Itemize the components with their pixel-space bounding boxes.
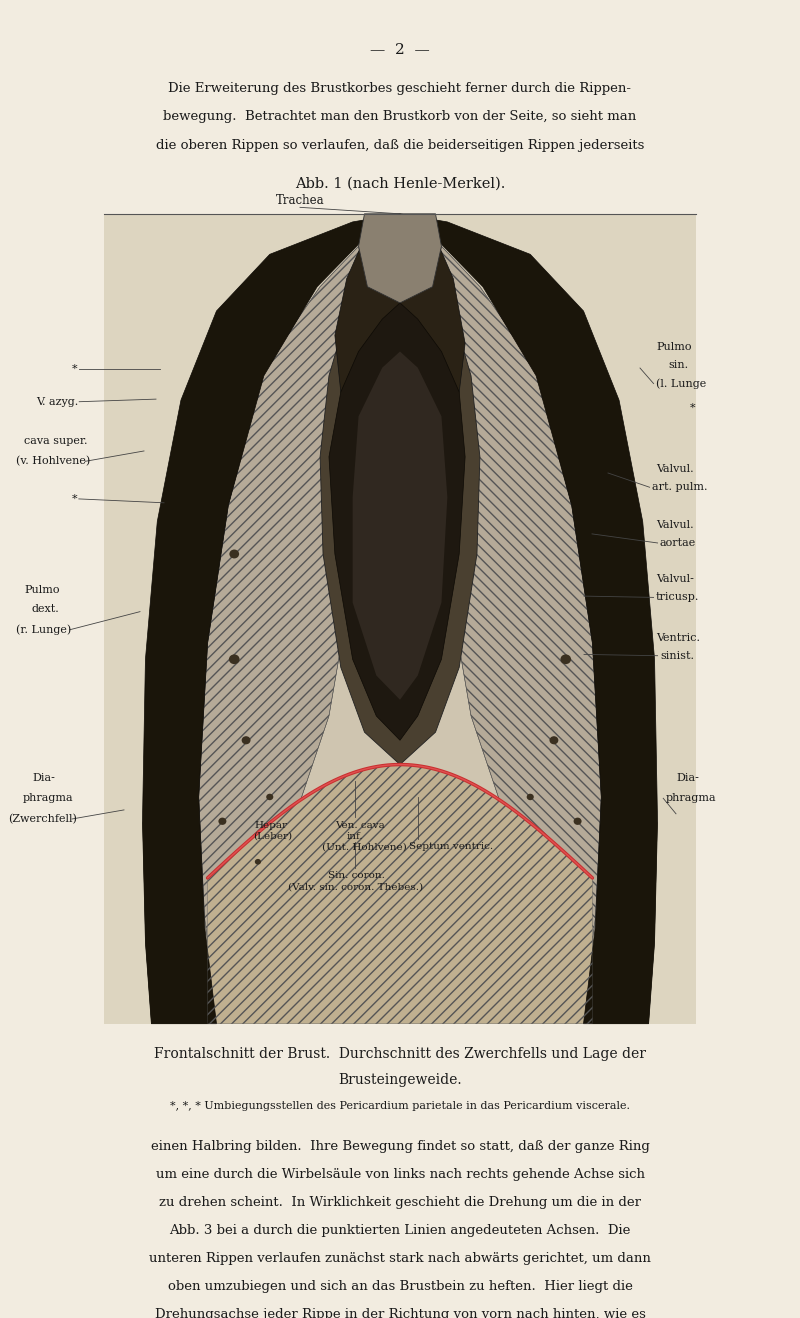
Polygon shape: [320, 270, 480, 764]
Text: oben umzubiegen und sich an das Brustbein zu heften.  Hier liegt die: oben umzubiegen und sich an das Brustbei…: [167, 1280, 633, 1293]
Text: Hepar: Hepar: [255, 821, 288, 830]
Polygon shape: [142, 214, 400, 1024]
Text: Brusteingeweide.: Brusteingeweide.: [338, 1073, 462, 1087]
Text: *: *: [690, 403, 695, 414]
Ellipse shape: [574, 817, 582, 825]
Text: Ven. cava: Ven. cava: [335, 821, 385, 830]
Text: (v. Hohlvene): (v. Hohlvene): [16, 456, 90, 467]
Ellipse shape: [218, 817, 226, 825]
Polygon shape: [142, 821, 217, 1024]
Text: Valvul.: Valvul.: [656, 519, 694, 530]
Text: Septum ventric.: Septum ventric.: [409, 842, 493, 851]
Text: phragma: phragma: [666, 793, 716, 803]
Ellipse shape: [242, 737, 250, 745]
Text: unteren Rippen verlaufen zunächst stark nach abwärts gerichtet, um dann: unteren Rippen verlaufen zunächst stark …: [149, 1252, 651, 1265]
Text: inf.: inf.: [346, 832, 363, 841]
Text: Trachea: Trachea: [276, 194, 324, 207]
Text: Valvul-: Valvul-: [656, 575, 694, 584]
Text: Frontalschnitt der Brust.  Durchschnitt des Zwerchfells und Lage der: Frontalschnitt der Brust. Durchschnitt d…: [154, 1046, 646, 1061]
Text: —  2  —: — 2 —: [370, 42, 430, 57]
Text: Pulmo: Pulmo: [656, 343, 691, 352]
Text: (Zwerchfell): (Zwerchfell): [8, 813, 77, 824]
Text: *, *, * Umbiegungsstellen des Pericardium parietale in das Pericardium viscerale: *, *, * Umbiegungsstellen des Pericardiu…: [170, 1102, 630, 1111]
Polygon shape: [329, 303, 465, 741]
Polygon shape: [353, 352, 447, 700]
Text: (r. Lunge): (r. Lunge): [16, 625, 71, 635]
Text: Valvul.: Valvul.: [656, 464, 694, 474]
Text: (Leber): (Leber): [253, 832, 292, 841]
Text: die oberen Rippen so verlaufen, daß die beiderseitigen Rippen jederseits: die oberen Rippen so verlaufen, daß die …: [156, 138, 644, 152]
Polygon shape: [583, 821, 658, 1024]
Ellipse shape: [230, 550, 239, 559]
Text: bewegung.  Betrachtet man den Brustkorb von der Seite, so sieht man: bewegung. Betrachtet man den Brustkorb v…: [163, 111, 637, 123]
Text: Dia-: Dia-: [676, 772, 699, 783]
Text: Drehungsachse jeder Rippe in der Richtung von vorn nach hinten, wie es: Drehungsachse jeder Rippe in der Richtun…: [154, 1307, 646, 1318]
Text: um eine durch die Wirbelsäule von links nach rechts gehende Achse sich: um eine durch die Wirbelsäule von links …: [155, 1168, 645, 1181]
Text: dext.: dext.: [32, 604, 60, 614]
Ellipse shape: [266, 793, 274, 800]
Text: Sin. coron.: Sin. coron.: [328, 871, 385, 880]
Text: Die Erweiterung des Brustkorbes geschieht ferner durch die Rippen-: Die Erweiterung des Brustkorbes geschieh…: [169, 82, 631, 95]
Text: (Valv. sin. coron. Thebes.): (Valv. sin. coron. Thebes.): [287, 883, 422, 892]
Polygon shape: [208, 764, 592, 1024]
Text: Ventric.: Ventric.: [656, 633, 700, 643]
Text: sin.: sin.: [668, 360, 688, 370]
Text: sinist.: sinist.: [660, 651, 694, 660]
Text: einen Halbring bilden.  Ihre Bewegung findet so statt, daß der ganze Ring: einen Halbring bilden. Ihre Bewegung fin…: [150, 1140, 650, 1153]
Polygon shape: [335, 221, 465, 440]
Text: tricusp.: tricusp.: [656, 592, 699, 602]
Polygon shape: [198, 246, 370, 1007]
Text: aortae: aortae: [660, 538, 696, 548]
Text: Dia-: Dia-: [32, 772, 55, 783]
Text: art. pulm.: art. pulm.: [652, 482, 707, 492]
Polygon shape: [198, 214, 602, 1024]
Text: Pulmo: Pulmo: [24, 585, 59, 594]
Text: cava super.: cava super.: [24, 435, 87, 445]
Text: zu drehen scheint.  In Wirklichkeit geschieht die Drehung um die in der: zu drehen scheint. In Wirklichkeit gesch…: [159, 1195, 641, 1209]
Text: Abb. 3 bei a durch die punktierten Linien angedeuteten Achsen.  Die: Abb. 3 bei a durch die punktierten Linie…: [170, 1224, 630, 1238]
Bar: [104, 214, 696, 1024]
Text: Abb. 1 (nach Henle-Merkel).: Abb. 1 (nach Henle-Merkel).: [295, 177, 505, 190]
Text: (Unt. Hohlvene): (Unt. Hohlvene): [322, 842, 406, 851]
Polygon shape: [430, 246, 602, 1007]
Text: (l. Lunge: (l. Lunge: [656, 378, 706, 389]
Ellipse shape: [561, 655, 571, 664]
Polygon shape: [400, 214, 658, 1024]
Polygon shape: [358, 214, 442, 303]
Ellipse shape: [255, 859, 261, 865]
Text: V. azyg.: V. azyg.: [36, 397, 78, 407]
Text: *: *: [72, 364, 78, 374]
Ellipse shape: [550, 737, 558, 745]
Ellipse shape: [229, 655, 239, 664]
Text: *: *: [72, 494, 78, 503]
Ellipse shape: [526, 793, 534, 800]
Text: phragma: phragma: [22, 793, 73, 803]
